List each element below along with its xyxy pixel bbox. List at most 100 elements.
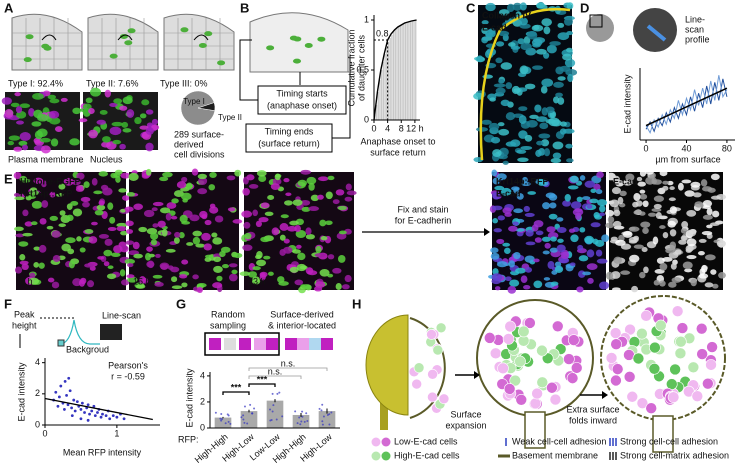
cell — [590, 222, 601, 228]
cell — [198, 176, 208, 186]
cell — [651, 208, 662, 212]
cell — [209, 203, 216, 209]
cell — [283, 238, 290, 244]
y-axis-label: Cumulative fraction — [346, 29, 356, 106]
collagen-outline — [479, 8, 571, 161]
cell — [47, 277, 55, 283]
cell — [485, 2, 496, 12]
cell — [308, 182, 315, 191]
hist-bar — [409, 22, 412, 120]
channel-label: Krt14p::RFP — [496, 176, 549, 186]
cell — [640, 310, 652, 322]
cell — [686, 255, 697, 260]
cell — [543, 148, 551, 157]
cell — [629, 226, 636, 231]
pie-slice — [197, 102, 216, 111]
cell — [319, 268, 330, 277]
panel-label: A — [4, 0, 14, 15]
cell — [70, 200, 79, 206]
dot — [303, 420, 306, 423]
cell — [305, 227, 312, 236]
cell — [255, 254, 262, 260]
cell — [542, 250, 550, 255]
cell — [243, 221, 251, 229]
cell — [492, 218, 499, 224]
cell — [49, 191, 56, 198]
cell — [520, 42, 532, 51]
cell — [696, 348, 708, 360]
cell — [150, 232, 159, 240]
x-tick-label: 0 — [644, 143, 649, 153]
cell — [104, 89, 111, 98]
bud-stalk — [652, 415, 674, 453]
cell — [91, 221, 98, 226]
cell — [165, 213, 172, 221]
cell — [625, 173, 635, 182]
cell — [619, 190, 627, 197]
cell — [68, 260, 75, 269]
cell — [308, 206, 320, 212]
cell — [504, 320, 517, 333]
cell — [517, 38, 525, 45]
cell — [633, 244, 644, 249]
cell — [542, 202, 551, 210]
cell — [248, 271, 258, 278]
cell — [557, 97, 565, 105]
cell — [491, 205, 503, 211]
cell — [476, 127, 489, 132]
dot — [269, 408, 272, 411]
cell — [685, 229, 697, 237]
cell — [127, 276, 138, 283]
scatter-point — [88, 412, 91, 416]
cell — [13, 192, 20, 197]
cell — [529, 114, 539, 120]
box-text: (surface return) — [258, 138, 320, 148]
cell — [315, 245, 322, 254]
box-text: (anaphase onset) — [267, 100, 337, 110]
cell — [481, 36, 489, 44]
cell — [119, 143, 126, 150]
label: Backgroud — [66, 344, 109, 354]
hist-bar — [411, 21, 413, 120]
cell — [701, 186, 713, 192]
cell — [533, 280, 543, 289]
dot — [240, 416, 243, 419]
cell — [176, 181, 187, 189]
arrowhead — [474, 371, 480, 379]
cell — [532, 65, 544, 70]
cell — [84, 229, 94, 234]
y-tick-label: 0 — [200, 422, 205, 432]
dot — [243, 405, 246, 408]
cell — [500, 62, 513, 70]
cell — [526, 119, 538, 128]
cell — [505, 141, 517, 147]
cell — [552, 152, 562, 159]
nucleus — [198, 43, 207, 49]
scatter-point — [67, 376, 71, 380]
cell — [301, 206, 311, 212]
cell — [637, 181, 646, 187]
cell — [492, 149, 502, 157]
cell — [566, 47, 573, 53]
cell — [499, 154, 508, 160]
cell — [208, 184, 216, 191]
cell — [498, 78, 505, 84]
dot — [296, 422, 299, 425]
cell — [533, 258, 540, 263]
cell — [546, 44, 557, 54]
cell — [537, 178, 547, 186]
cell — [146, 246, 153, 252]
nucleus — [204, 31, 213, 37]
cell — [668, 281, 677, 288]
cell — [120, 172, 131, 179]
cell — [541, 18, 552, 27]
cell — [651, 177, 657, 185]
cell — [692, 192, 702, 198]
cell — [610, 271, 621, 279]
cell — [211, 232, 218, 238]
cell — [21, 178, 31, 183]
cell — [538, 133, 551, 139]
strip — [309, 338, 321, 350]
cell — [556, 227, 567, 234]
cell — [507, 285, 517, 294]
